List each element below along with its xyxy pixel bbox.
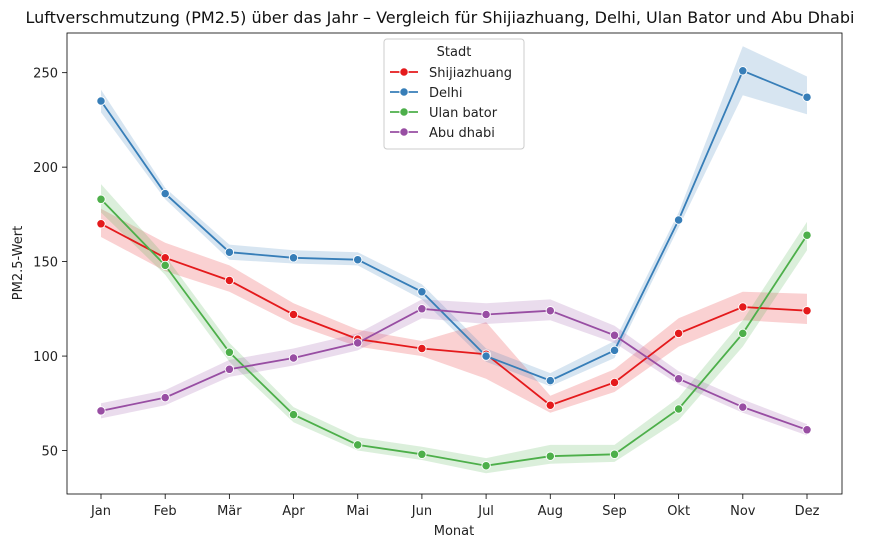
x-tick-label: Mai [346, 504, 369, 519]
x-axis: Jan Feb Mär Apr Mai Jun Jul Aug Sep Okt Nov Dez [90, 494, 820, 519]
legend-box [383, 38, 525, 150]
data-point-abu-dhabi [417, 304, 427, 314]
data-point-ulan-bator [224, 347, 235, 357]
data-point-shijiazhuang [288, 309, 299, 320]
y-tick-label: 50 [41, 445, 58, 460]
data-point-abu-dhabi [224, 364, 235, 374]
data-point-delhi [417, 287, 427, 297]
data-point-ulan-bator [353, 440, 363, 450]
series-line-abu-dhabi [100, 307, 808, 431]
x-tick-label: Aug [538, 504, 563, 519]
data-point-abu-dhabi [96, 406, 106, 416]
legend-title: Stadt [437, 45, 472, 60]
data-point-delhi [802, 92, 812, 102]
data-point-abu-dhabi [481, 309, 491, 320]
y-tick-label: 200 [33, 161, 58, 176]
data-point-delhi [481, 351, 491, 361]
x-tick-label: Apr [282, 504, 305, 519]
data-point-abu-dhabi [738, 402, 748, 412]
data-point-shijiazhuang [224, 275, 235, 286]
legend-label-ulan-bator: Ulan bator [429, 106, 498, 121]
x-tick-label: Jan [90, 504, 111, 519]
x-tick-label: Feb [154, 504, 177, 519]
data-point-delhi [96, 96, 106, 106]
data-point-shijiazhuang [673, 328, 684, 339]
data-point-abu-dhabi [802, 425, 812, 435]
data-point-shijiazhuang [417, 343, 427, 354]
data-point-delhi [224, 247, 235, 257]
y-tick-label: 100 [33, 350, 58, 365]
data-point-ulan-bator [481, 461, 491, 471]
data-point-shijiazhuang [609, 377, 620, 388]
data-point-delhi [160, 188, 170, 199]
data-point-abu-dhabi [545, 306, 555, 316]
legend-label-shijiazhuang: Shijiazhuang [429, 66, 512, 81]
data-point-delhi [288, 253, 299, 263]
data-point-delhi [738, 66, 748, 76]
legend-marker-delhi [399, 87, 409, 97]
data-point-abu-dhabi [609, 330, 620, 340]
data-point-ulan-bator [609, 449, 620, 459]
data-point-delhi [353, 255, 363, 265]
data-point-abu-dhabi [160, 392, 170, 403]
y-axis: 50 100 150 200 250 [33, 67, 67, 460]
x-tick-label: Sep [602, 504, 627, 519]
data-point-ulan-bator [417, 449, 427, 459]
legend-marker-abu-dhabi [399, 127, 409, 137]
data-point-shijiazhuang [738, 302, 748, 312]
series-lines [100, 69, 808, 467]
data-point-ulan-bator [738, 328, 748, 339]
legend-label-delhi: Delhi [429, 86, 462, 101]
data-point-abu-dhabi [288, 353, 299, 363]
data-point-abu-dhabi [353, 338, 363, 348]
x-tick-label: Jun [411, 504, 432, 519]
confidence-band-shijiazhuang [101, 208, 807, 413]
y-axis-label: PM2.5-Wert [11, 226, 26, 300]
series-points [96, 66, 812, 471]
data-point-ulan-bator [673, 404, 684, 414]
data-point-abu-dhabi [673, 374, 684, 384]
legend-marker-ulan-bator [399, 107, 409, 117]
x-tick-label: Dez [795, 504, 820, 519]
chart-title: Luftverschmutzung (PM2.5) über das Jahr … [26, 8, 855, 27]
series-line-delhi [100, 69, 808, 382]
legend-label-abu-dhabi: Abu dhabi [429, 126, 495, 141]
data-point-ulan-bator [288, 409, 299, 420]
series-line-ulan-bator [100, 198, 808, 467]
data-point-ulan-bator [545, 451, 555, 461]
data-point-shijiazhuang [545, 400, 555, 410]
data-point-shijiazhuang [96, 219, 106, 229]
data-point-shijiazhuang [160, 253, 170, 263]
data-point-shijiazhuang [802, 306, 812, 316]
x-tick-label: Mär [217, 504, 242, 519]
confidence-band-delhi [101, 46, 807, 387]
x-axis-label: Monat [434, 524, 474, 539]
data-point-ulan-bator [160, 260, 170, 271]
confidence-band-ulan-bator [101, 184, 807, 474]
x-tick-label: Okt [667, 504, 690, 519]
legend-marker-shijiazhuang [399, 67, 409, 77]
x-tick-label: Nov [730, 504, 756, 519]
data-point-delhi [673, 215, 684, 225]
data-point-ulan-bator [802, 230, 812, 240]
series-line-shijiazhuang [100, 223, 808, 407]
data-point-delhi [545, 375, 555, 386]
data-point-delhi [609, 345, 620, 356]
y-tick-label: 150 [33, 256, 58, 271]
y-tick-label: 250 [33, 67, 58, 82]
legend: Stadt Shijiazhuang Delhi Ulan bator Abu dha… [383, 38, 525, 150]
x-tick-label: Jul [477, 504, 494, 519]
data-point-ulan-bator [96, 194, 106, 204]
